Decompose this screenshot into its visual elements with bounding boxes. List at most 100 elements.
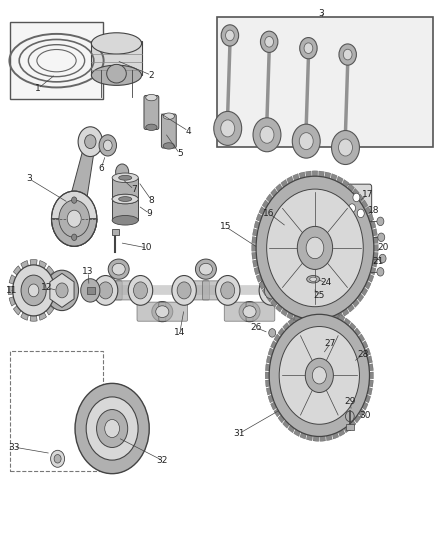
Circle shape <box>221 25 239 46</box>
Ellipse shape <box>310 277 317 281</box>
Circle shape <box>253 118 281 152</box>
Text: 6: 6 <box>99 164 104 173</box>
Circle shape <box>28 284 39 297</box>
Circle shape <box>267 189 363 306</box>
Wedge shape <box>315 171 324 248</box>
Wedge shape <box>315 248 364 302</box>
Wedge shape <box>265 372 319 379</box>
Wedge shape <box>274 375 319 417</box>
FancyBboxPatch shape <box>102 281 122 300</box>
Ellipse shape <box>112 194 138 204</box>
Circle shape <box>134 282 148 299</box>
Wedge shape <box>319 364 373 375</box>
Circle shape <box>306 237 324 259</box>
Wedge shape <box>319 328 360 375</box>
Wedge shape <box>294 375 319 437</box>
Wedge shape <box>294 314 319 375</box>
Ellipse shape <box>119 197 132 201</box>
Circle shape <box>304 43 313 53</box>
Circle shape <box>81 279 100 302</box>
Wedge shape <box>319 375 325 441</box>
Circle shape <box>269 329 276 337</box>
Wedge shape <box>299 172 315 248</box>
Wedge shape <box>319 341 368 375</box>
Wedge shape <box>271 189 315 248</box>
Wedge shape <box>256 248 315 282</box>
Wedge shape <box>319 356 372 375</box>
Wedge shape <box>319 322 356 375</box>
Wedge shape <box>319 375 368 410</box>
Ellipse shape <box>163 113 174 119</box>
FancyBboxPatch shape <box>180 281 209 300</box>
Wedge shape <box>293 174 315 248</box>
Text: 5: 5 <box>177 149 183 158</box>
Text: 12: 12 <box>41 283 53 292</box>
Ellipse shape <box>108 259 129 279</box>
Wedge shape <box>315 248 374 282</box>
Circle shape <box>71 234 77 240</box>
Wedge shape <box>254 221 315 248</box>
Wedge shape <box>315 189 359 248</box>
Wedge shape <box>271 375 319 410</box>
Ellipse shape <box>119 175 132 180</box>
Bar <box>87 287 95 294</box>
Wedge shape <box>299 248 315 324</box>
Circle shape <box>105 419 120 438</box>
Wedge shape <box>315 237 378 248</box>
Circle shape <box>172 276 196 305</box>
Wedge shape <box>283 322 319 375</box>
Wedge shape <box>262 200 315 248</box>
Wedge shape <box>319 375 351 433</box>
Text: 14: 14 <box>174 328 185 337</box>
Wedge shape <box>315 184 354 248</box>
FancyBboxPatch shape <box>137 302 166 321</box>
Wedge shape <box>252 248 315 259</box>
Text: 16: 16 <box>263 209 275 218</box>
Wedge shape <box>271 248 315 308</box>
Wedge shape <box>315 248 354 312</box>
Wedge shape <box>315 206 371 248</box>
Ellipse shape <box>195 259 216 279</box>
Wedge shape <box>266 356 319 375</box>
Wedge shape <box>9 275 34 290</box>
Circle shape <box>349 204 356 212</box>
Wedge shape <box>319 375 360 423</box>
Wedge shape <box>306 171 315 248</box>
Circle shape <box>300 37 317 59</box>
Circle shape <box>260 126 274 143</box>
Bar <box>10 351 103 471</box>
Circle shape <box>343 49 352 60</box>
Circle shape <box>46 270 78 311</box>
Text: 28: 28 <box>357 350 369 359</box>
Circle shape <box>86 397 138 460</box>
Circle shape <box>339 44 357 65</box>
Text: 27: 27 <box>325 339 336 348</box>
Circle shape <box>59 200 89 237</box>
Wedge shape <box>315 248 378 267</box>
Wedge shape <box>34 290 54 315</box>
Circle shape <box>312 367 326 384</box>
Ellipse shape <box>243 306 256 318</box>
Ellipse shape <box>112 173 138 183</box>
Text: 33: 33 <box>8 442 20 451</box>
Ellipse shape <box>199 263 212 275</box>
Circle shape <box>214 111 242 146</box>
Wedge shape <box>306 248 315 325</box>
Circle shape <box>116 164 129 180</box>
Text: 3: 3 <box>318 9 325 18</box>
Wedge shape <box>319 375 332 441</box>
Wedge shape <box>315 248 343 320</box>
Wedge shape <box>319 375 365 417</box>
Circle shape <box>297 227 332 269</box>
Wedge shape <box>315 248 368 296</box>
Polygon shape <box>64 142 95 219</box>
Circle shape <box>93 276 118 305</box>
Wedge shape <box>52 219 97 246</box>
Wedge shape <box>319 312 339 375</box>
Wedge shape <box>315 248 376 275</box>
Circle shape <box>353 193 360 201</box>
Circle shape <box>339 139 353 156</box>
Circle shape <box>99 282 113 299</box>
FancyBboxPatch shape <box>224 302 253 321</box>
FancyBboxPatch shape <box>246 302 275 321</box>
